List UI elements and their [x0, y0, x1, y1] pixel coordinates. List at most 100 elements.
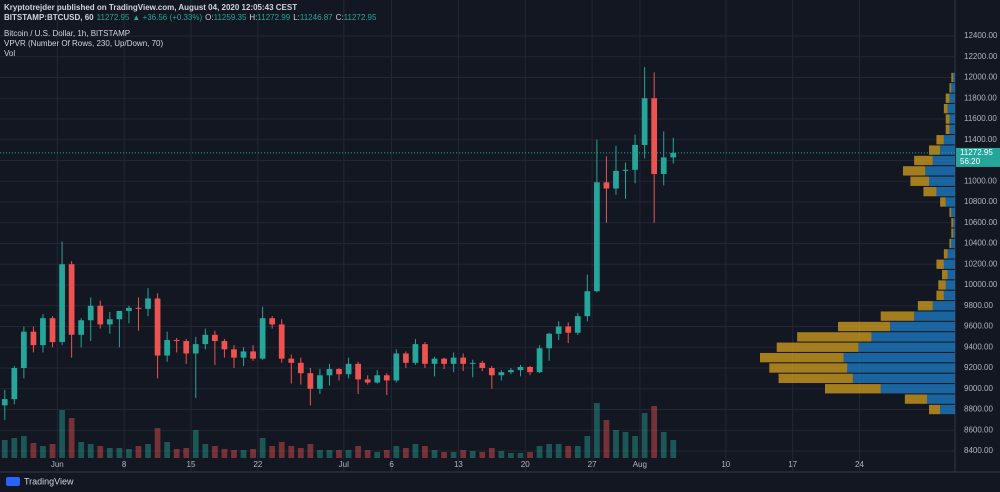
vpvr-up	[947, 103, 955, 114]
vpvr-down	[949, 83, 952, 93]
vpvr-up	[953, 72, 955, 83]
vpvr-up	[940, 404, 955, 415]
vpvr-down	[949, 207, 952, 218]
candle-body	[498, 372, 505, 376]
volume-bar	[212, 446, 218, 458]
candle-body	[21, 331, 27, 368]
vpvr-down	[910, 176, 929, 186]
vpvr-up	[880, 384, 955, 394]
candle-body	[106, 319, 113, 325]
volume-bar	[288, 446, 295, 458]
candle-body	[288, 358, 295, 363]
candle-body	[374, 375, 381, 383]
x-tick-label: 24	[855, 460, 864, 469]
x-tick-label: Jun	[51, 460, 64, 469]
x-tick-label: 13	[454, 460, 463, 469]
candle-body	[40, 318, 46, 346]
candle-body	[240, 351, 247, 358]
volume-bar	[126, 449, 132, 458]
volume-bar	[78, 442, 85, 458]
volume-profile	[760, 72, 955, 415]
candle-body	[250, 351, 256, 359]
vpvr-up	[843, 352, 955, 363]
volume-bar	[422, 446, 428, 458]
vpvr-up	[858, 342, 955, 352]
volume-bar	[278, 442, 285, 458]
candle-body	[422, 344, 428, 364]
volume-bar	[517, 453, 524, 458]
volume-bar	[269, 446, 276, 458]
vpvr-up	[947, 269, 955, 280]
candle-body	[508, 370, 514, 373]
vpvr-down	[760, 352, 844, 363]
candle-body	[594, 182, 600, 292]
candle-body	[1, 399, 8, 406]
vpvr-up	[949, 114, 955, 124]
series-title: Bitcoin / U.S. Dollar, 1h, BITSTAMP	[4, 29, 131, 38]
vpvr-down	[936, 135, 944, 145]
candle-body	[49, 318, 56, 343]
candle-body	[632, 144, 638, 170]
h-label: H:	[249, 13, 258, 22]
candle-body	[116, 310, 123, 320]
c: 11272.95	[343, 13, 377, 22]
vpvr-down	[942, 269, 948, 280]
volume-bar	[1, 440, 8, 458]
vpvr-down	[938, 280, 946, 290]
volume-bar	[317, 450, 323, 458]
candle-body	[269, 318, 276, 325]
grid	[0, 0, 955, 472]
candle-body	[488, 368, 495, 376]
volume-bar	[431, 450, 438, 458]
vpvr-up	[847, 363, 955, 373]
volume-bar	[613, 430, 619, 458]
vpvr-down	[945, 114, 950, 124]
vpvr-down	[929, 145, 941, 155]
volume-bar	[135, 446, 142, 458]
candle-body	[192, 344, 199, 354]
l-label: L:	[293, 13, 300, 22]
vpvr-up	[945, 280, 955, 290]
y-tick-label: 8800.00	[964, 405, 993, 414]
vpvr-up	[852, 373, 955, 384]
vpvr-up	[936, 186, 955, 197]
last: 11272.95	[96, 13, 130, 22]
y-tick-label: 12000.00	[964, 73, 998, 82]
candle-body	[221, 341, 228, 350]
candle-body	[126, 307, 132, 311]
volume-bar	[670, 440, 677, 458]
h: 11272.99	[257, 13, 291, 22]
candle-body	[622, 169, 629, 171]
volume-bar	[508, 453, 514, 458]
volume-bar	[106, 448, 113, 458]
volume-bar	[49, 444, 56, 458]
vpvr-up	[951, 83, 955, 93]
volume-bar	[40, 446, 46, 458]
vpvr-down	[951, 218, 954, 228]
candle-body	[603, 182, 610, 189]
candle-body	[479, 362, 486, 368]
vpvr-down	[923, 186, 937, 197]
volume-bar	[259, 438, 266, 458]
volume-bar	[297, 448, 304, 458]
candle-body	[317, 375, 323, 389]
publisher-line: Kryptotrejder published on TradingView.c…	[4, 3, 300, 12]
x-tick-label: 20	[521, 460, 530, 469]
volume-bar	[479, 452, 486, 458]
candle-body	[565, 326, 572, 333]
volume-bar	[393, 446, 400, 458]
volume-bar	[250, 449, 256, 458]
volume-bar	[202, 444, 209, 458]
vpvr-up	[943, 290, 955, 301]
vpvr-down	[943, 103, 948, 114]
candle-body	[412, 344, 419, 363]
y-tick-label: 9600.00	[964, 322, 993, 331]
vpvr-down	[838, 321, 890, 332]
candle-body	[660, 157, 667, 174]
vpvr-down	[929, 404, 941, 415]
vpvr-down	[936, 290, 944, 301]
volume-bar	[240, 450, 247, 458]
candle-body	[59, 264, 65, 343]
